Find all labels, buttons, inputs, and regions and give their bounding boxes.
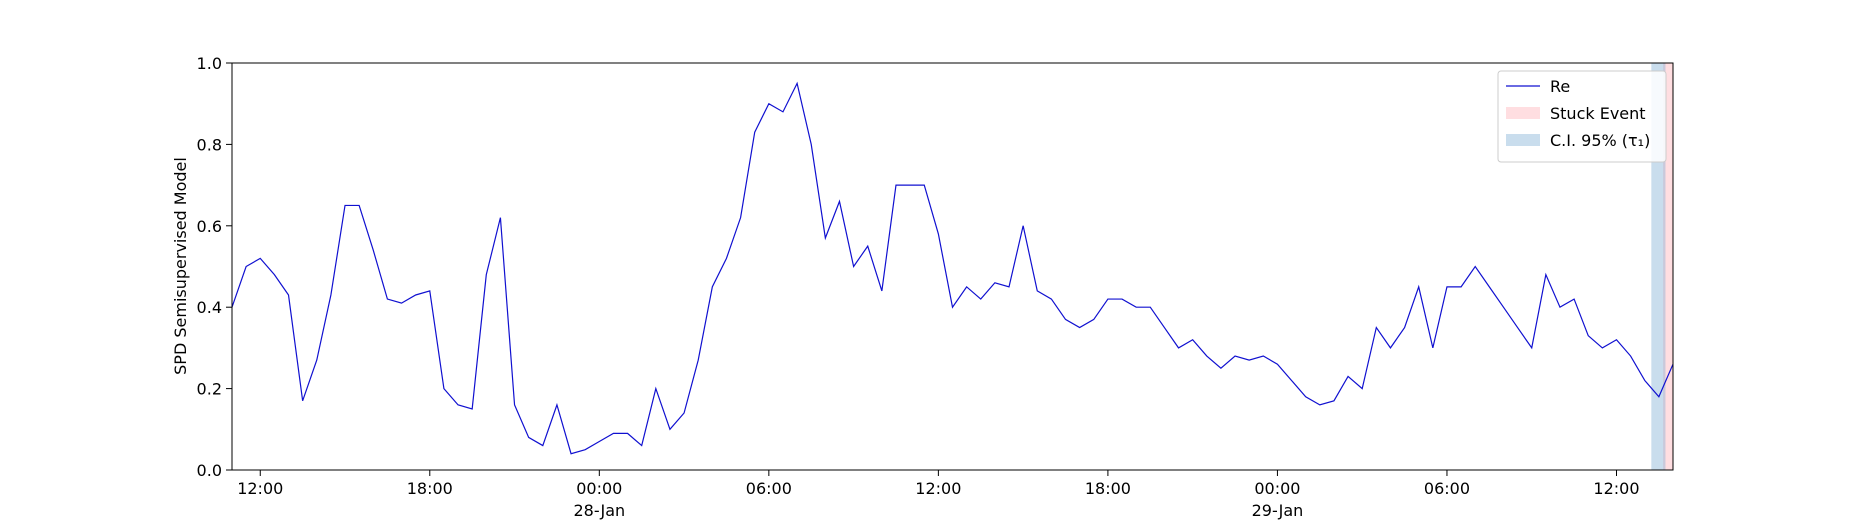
x-tick-label: 00:00 28-Jan 1900: [573, 479, 626, 525]
legend-label: C.I. 95% (τ₁): [1550, 131, 1650, 150]
y-axis-label: SPD Semisupervised Model: [171, 157, 190, 375]
x-tick-label: 00:00 29-Jan: [1251, 479, 1304, 520]
y-tick-label: 0.2: [197, 380, 222, 399]
span: [1663, 63, 1673, 470]
x-tick-label: 06:00: [1423, 479, 1470, 498]
plot-frame: [231, 62, 1674, 471]
x-tick-label: 12:00: [915, 479, 962, 498]
x-tick-label: 18:00: [1084, 479, 1131, 498]
legend: Re Stuck Event C.I. 95% (τ₁): [1497, 70, 1667, 163]
span: [1651, 63, 1666, 470]
x-tick-label: 06:00: [745, 479, 792, 498]
y-tick-label: 0.8: [197, 135, 222, 154]
x-tick-label: 12:00: [237, 479, 284, 498]
y-tick-label: 1.0: [197, 54, 222, 73]
legend-swatch: [1506, 107, 1540, 119]
x-tick-label: 18:00: [406, 479, 453, 498]
x-tick-label: 12:00: [1593, 479, 1640, 498]
legend-box: [1497, 70, 1667, 163]
y-tick-label: 0.6: [197, 217, 222, 236]
y-tick-label: 0.4: [197, 298, 222, 317]
legend-swatch: [1506, 134, 1540, 146]
y-tick-label: 0.0: [197, 461, 222, 480]
legend-label: Re: [1550, 77, 1570, 96]
line: [231, 81, 1674, 455]
legend-label: Stuck Event: [1550, 104, 1646, 123]
